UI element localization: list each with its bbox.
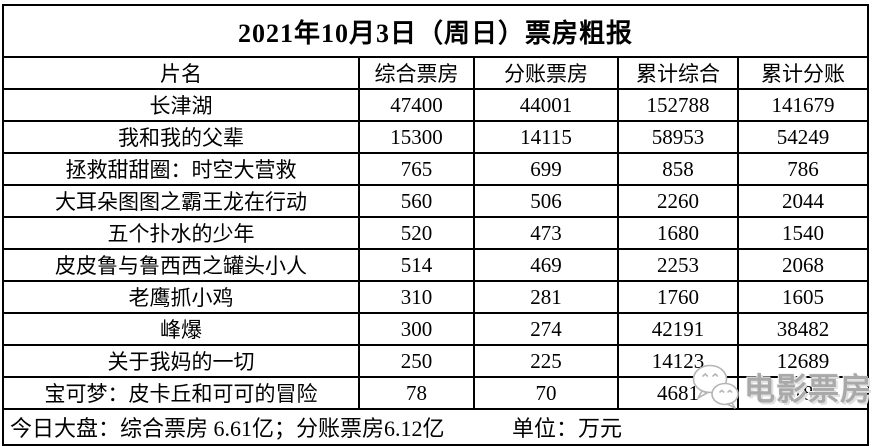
column-header-total-gross: 累计综合 <box>617 56 739 90</box>
table-header-row: 片名 综合票房 分账票房 累计综合 累计分账 <box>2 56 870 90</box>
total-gross-cell: 1760 <box>617 280 739 314</box>
daily-gross-cell: 250 <box>358 344 475 378</box>
total-split-cell: 38482 <box>736 312 870 346</box>
daily-gross-cell: 15300 <box>358 120 475 154</box>
column-header-film-name: 片名 <box>2 56 360 90</box>
total-split-cell: 12689 <box>736 344 870 378</box>
daily-split-cell: 506 <box>473 184 619 218</box>
table-row: 峰爆 300 274 42191 38482 <box>2 312 870 346</box>
daily-gross-cell: 310 <box>358 280 475 314</box>
table-row: 宝可梦：皮卡丘和可可的冒险 78 70 4681 4188 <box>2 376 870 410</box>
table-footer-row: 今日大盘：综合票房 6.61亿；分账票房6.12亿 单位：万元 <box>1 408 870 446</box>
daily-split-cell: 281 <box>473 280 619 314</box>
film-name: 长津湖 <box>2 88 360 122</box>
daily-split-cell: 70 <box>473 376 619 410</box>
total-gross-cell: 4681 <box>617 376 739 410</box>
table-row: 皮皮鲁与鲁西西之罐头小人 514 469 2253 2068 <box>2 248 870 282</box>
total-gross-cell: 1680 <box>617 216 739 250</box>
report-title: 2021年10月3日（周日）票房粗报 <box>1 4 870 58</box>
daily-gross-cell: 514 <box>358 248 475 282</box>
table-row: 长津湖 47400 44001 152788 141679 <box>2 88 870 122</box>
film-name: 五个扑水的少年 <box>2 216 360 250</box>
total-split-cell: 2044 <box>736 184 870 218</box>
table-row: 老鹰抓小鸡 310 281 1760 1605 <box>2 280 870 314</box>
total-gross-cell: 42191 <box>617 312 739 346</box>
total-split-cell: 786 <box>736 152 870 186</box>
total-split-cell: 54249 <box>736 120 870 154</box>
total-split-cell: 2068 <box>736 248 870 282</box>
daily-split-cell: 225 <box>473 344 619 378</box>
film-name: 我和我的父辈 <box>2 120 360 154</box>
table-row: 五个扑水的少年 520 473 1680 1540 <box>2 216 870 250</box>
daily-split-cell: 274 <box>473 312 619 346</box>
daily-split-cell: 44001 <box>473 88 619 122</box>
column-header-daily-gross: 综合票房 <box>358 56 475 90</box>
total-gross-cell: 2260 <box>617 184 739 218</box>
column-header-daily-split: 分账票房 <box>473 56 619 90</box>
daily-split-cell: 699 <box>473 152 619 186</box>
daily-split-cell: 14115 <box>473 120 619 154</box>
daily-gross-cell: 560 <box>358 184 475 218</box>
daily-market-summary: 今日大盘：综合票房 6.61亿；分账票房6.12亿 <box>10 416 445 441</box>
film-name: 皮皮鲁与鲁西西之罐头小人 <box>2 248 360 282</box>
daily-split-cell: 473 <box>473 216 619 250</box>
total-gross-cell: 14123 <box>617 344 739 378</box>
total-split-cell: 1605 <box>736 280 870 314</box>
table-row: 大耳朵图图之霸王龙在行动 560 506 2260 2044 <box>2 184 870 218</box>
total-gross-cell: 858 <box>617 152 739 186</box>
table-row: 我和我的父辈 15300 14115 58953 54249 <box>2 120 870 154</box>
table-row: 拯救甜甜圈：时空大营救 765 699 858 786 <box>2 152 870 186</box>
daily-gross-cell: 765 <box>358 152 475 186</box>
total-split-cell: 4188 <box>736 376 870 410</box>
film-name: 宝可梦：皮卡丘和可可的冒险 <box>2 376 360 410</box>
film-name: 大耳朵图图之霸王龙在行动 <box>2 184 360 218</box>
total-gross-cell: 2253 <box>617 248 739 282</box>
daily-gross-cell: 300 <box>358 312 475 346</box>
film-name: 关于我妈的一切 <box>2 344 360 378</box>
boxoffice-table: 2021年10月3日（周日）票房粗报 片名 综合票房 分账票房 累计综合 累计分… <box>1 4 870 446</box>
daily-gross-cell: 78 <box>358 376 475 410</box>
total-gross-cell: 58953 <box>617 120 739 154</box>
table-row: 关于我妈的一切 250 225 14123 12689 <box>2 344 870 378</box>
title-row: 2021年10月3日（周日）票房粗报 <box>1 4 870 58</box>
film-name: 拯救甜甜圈：时空大营救 <box>2 152 360 186</box>
daily-gross-cell: 520 <box>358 216 475 250</box>
daily-gross-cell: 47400 <box>358 88 475 122</box>
total-split-cell: 1540 <box>736 216 870 250</box>
total-gross-cell: 152788 <box>617 88 739 122</box>
total-split-cell: 141679 <box>736 88 870 122</box>
daily-split-cell: 469 <box>473 248 619 282</box>
boxoffice-report-page: 2021年10月3日（周日）票房粗报 片名 综合票房 分账票房 累计综合 累计分… <box>1 4 871 446</box>
unit-label: 单位：万元 <box>512 416 623 441</box>
footer-cell: 今日大盘：综合票房 6.61亿；分账票房6.12亿 单位：万元 <box>1 408 870 446</box>
film-name: 峰爆 <box>2 312 360 346</box>
film-name: 老鹰抓小鸡 <box>2 280 360 314</box>
column-header-total-split: 累计分账 <box>736 56 870 90</box>
